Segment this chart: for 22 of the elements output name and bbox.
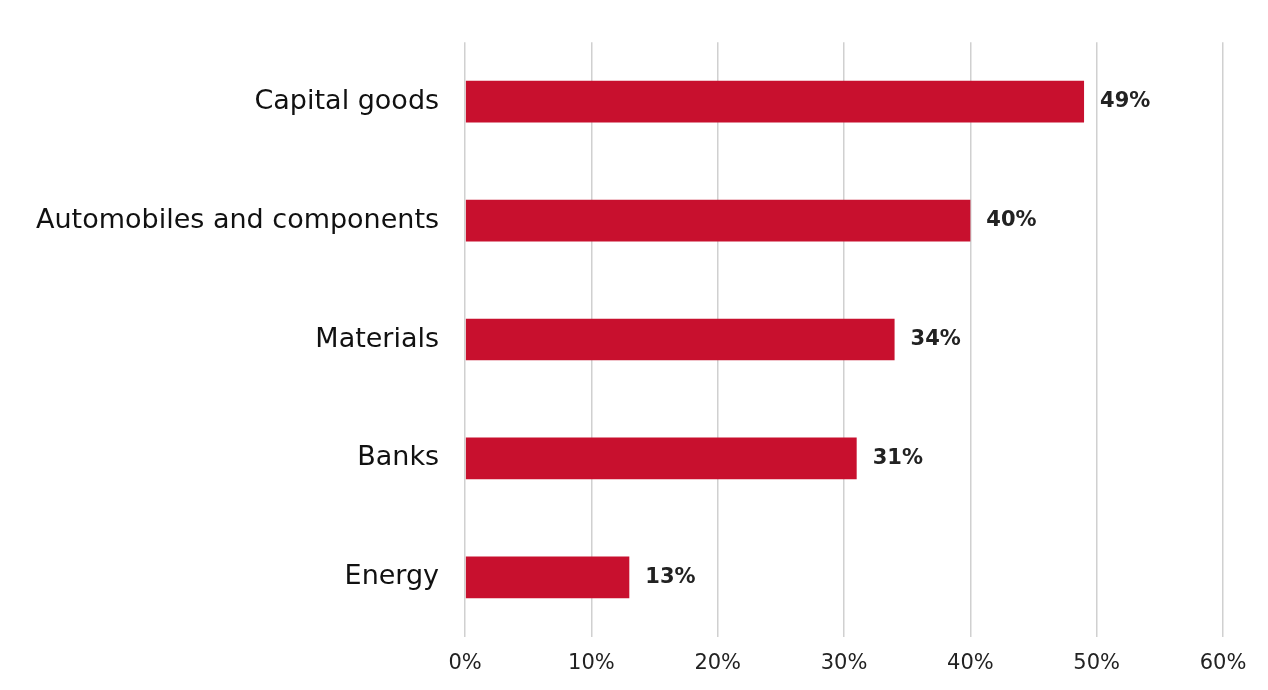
y-tick-label: Automobiles and components [35,202,440,234]
data-label: 40% [986,207,1037,232]
bar [465,556,630,599]
y-tick-label: Materials [315,321,440,353]
x-tick-label: 60% [1199,649,1247,674]
data-label: 49% [1100,88,1151,113]
x-tick-label: 0% [448,649,482,674]
y-tick-label: Energy [344,559,440,591]
bar [465,437,857,480]
data-label: 31% [872,444,923,469]
x-tick-label: 40% [947,649,994,674]
y-tick-label: Capital goods [254,83,440,115]
y-tick-label: Banks [357,440,440,472]
bar [465,199,971,242]
x-tick-label: 10% [568,649,615,674]
bar [465,318,895,361]
data-label: 34% [910,325,961,350]
x-tick-label: 20% [694,649,742,674]
data-label: 13% [645,563,696,588]
bar [465,80,1085,123]
x-tick-label: 30% [820,649,868,674]
x-tick-label: 50% [1073,649,1121,674]
